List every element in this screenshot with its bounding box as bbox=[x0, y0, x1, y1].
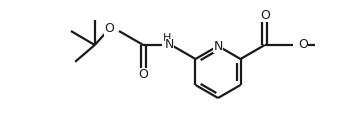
Text: O: O bbox=[138, 68, 148, 81]
Text: O: O bbox=[298, 38, 308, 51]
Text: O: O bbox=[260, 9, 270, 22]
Text: O: O bbox=[104, 23, 114, 36]
Text: N: N bbox=[165, 38, 174, 51]
Text: H: H bbox=[163, 33, 171, 43]
Text: N: N bbox=[213, 40, 223, 53]
